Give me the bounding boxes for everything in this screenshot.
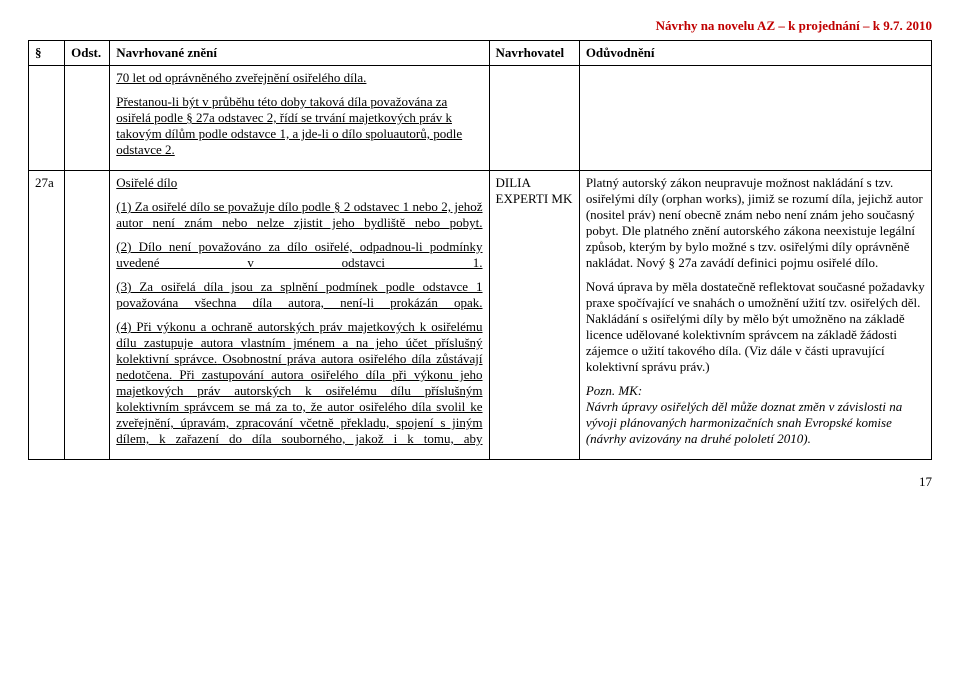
- table-row: 70 let od oprávněného zveřejnění osiřelé…: [29, 66, 932, 171]
- cell-navrhovatel: [489, 66, 579, 171]
- cell-odst: [65, 171, 110, 460]
- page-number: 17: [28, 474, 932, 490]
- cell-oduvodneni: [579, 66, 931, 171]
- col-zneni: Navrhované znění: [110, 41, 489, 66]
- col-navrhovatel: Navrhovatel: [489, 41, 579, 66]
- table-row: § Odst. Navrhované znění Navrhovatel Odů…: [29, 41, 932, 66]
- table-row: 27a Osiřelé dílo (1) Za osiřelé dílo se …: [29, 171, 932, 460]
- col-section: §: [29, 41, 65, 66]
- text-line: Při zastupování autora osiřelého díla př…: [116, 367, 482, 446]
- text-line: (2) Dílo není považováno za dílo osiřelé…: [116, 239, 482, 270]
- col-oduvodneni: Odůvodnění: [579, 41, 931, 66]
- subsection-title: Osiřelé dílo: [116, 175, 177, 190]
- text-line: 70 let od oprávněného zveřejnění osiřelé…: [116, 70, 366, 85]
- text-line: (3) Za osiřelá díla jsou za splnění podm…: [116, 279, 482, 310]
- cell-odst: [65, 66, 110, 171]
- text-line: (1) Za osiřelé dílo se považuje dílo pod…: [116, 199, 482, 230]
- cell-section: [29, 66, 65, 171]
- header-right: Návrhy na novelu AZ – k projednání – k 9…: [28, 18, 932, 34]
- text-paragraph: Platný autorský zákon neupravuje možnost…: [586, 175, 925, 271]
- cell-navrhovatel: DILIA EXPERTI MK: [489, 171, 579, 460]
- col-odst: Odst.: [65, 41, 110, 66]
- cell-section: 27a: [29, 171, 65, 460]
- note-text: Návrh úpravy osiřelých děl může doznat z…: [586, 399, 902, 446]
- text-paragraph: Nová úprava by měla dostatečně reflektov…: [586, 279, 925, 375]
- cell-zneni: Osiřelé dílo (1) Za osiřelé dílo se pova…: [110, 171, 489, 460]
- main-table: § Odst. Navrhované znění Navrhovatel Odů…: [28, 40, 932, 460]
- cell-oduvodneni: Platný autorský zákon neupravuje možnost…: [579, 171, 931, 460]
- text-line: Přestanou-li být v průběhu této doby tak…: [116, 94, 462, 157]
- note-label: Pozn. MK:: [586, 383, 642, 398]
- cell-zneni: 70 let od oprávněného zveřejnění osiřelé…: [110, 66, 489, 171]
